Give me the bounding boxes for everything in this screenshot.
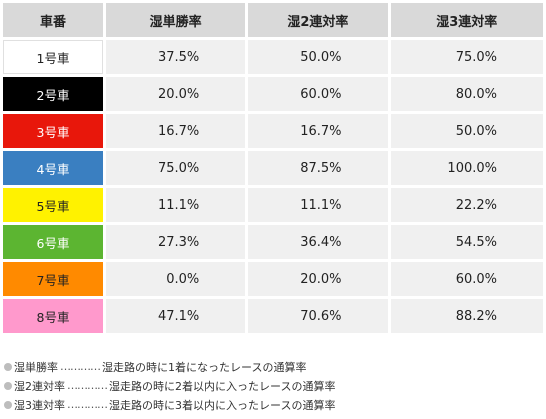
legend-leader-dots: ………… (67, 398, 108, 411)
win-rate-cell: 47.1% (106, 299, 246, 333)
bullet-icon (4, 400, 12, 409)
trio-rate-cell: 50.0% (390, 114, 543, 148)
table-row: 8号車 47.1% 70.6% 88.2% (3, 299, 543, 333)
car-number-cell: 1号車 (3, 40, 103, 74)
legend-leader-dots: ………… (67, 379, 108, 392)
win-rate-cell: 11.1% (106, 188, 246, 222)
car-number-cell: 6号車 (3, 225, 103, 259)
trio-rate-cell: 60.0% (390, 262, 543, 296)
trio-rate-cell: 88.2% (390, 299, 543, 333)
legend: 湿単勝率………… 湿走路の時に1着になったレースの通算率 湿2連対率………… 湿走路の… (4, 357, 335, 414)
header-win-rate: 湿単勝率 (106, 3, 246, 37)
header-car-number: 車番 (3, 3, 103, 37)
win-rate-cell: 16.7% (106, 114, 246, 148)
table-row: 1号車 37.5% 50.0% 75.0% (3, 40, 543, 74)
table-row: 7号車 0.0% 20.0% 60.0% (3, 262, 543, 296)
table-row: 4号車 75.0% 87.5% 100.0% (3, 151, 543, 185)
quinella-rate-cell: 87.5% (248, 151, 388, 185)
win-rate-cell: 0.0% (106, 262, 246, 296)
legend-term: 湿2連対率 (14, 379, 65, 393)
wet-track-stats-table: 車番 湿単勝率 湿2連対率 湿3連対率 1号車 37.5% 50.0% 75.0% 2号… (3, 3, 543, 333)
car-number-cell: 8号車 (3, 299, 103, 333)
car-number-cell: 3号車 (3, 114, 103, 148)
win-rate-cell: 75.0% (106, 151, 246, 185)
header-quinella-rate: 湿2連対率 (248, 3, 388, 37)
legend-description: 湿走路の時に1着になったレースの通算率 (102, 360, 307, 374)
trio-rate-cell: 100.0% (390, 151, 543, 185)
legend-description: 湿走路の時に3着以内に入ったレースの通算率 (109, 398, 336, 412)
bullet-icon (4, 362, 12, 371)
trio-rate-cell: 75.0% (390, 40, 543, 74)
win-rate-cell: 20.0% (106, 77, 246, 111)
car-number-cell: 5号車 (3, 188, 103, 222)
legend-item: 湿2連対率………… 湿走路の時に2着以内に入ったレースの通算率 (4, 376, 335, 395)
legend-description: 湿走路の時に2着以内に入ったレースの通算率 (109, 379, 336, 393)
legend-term: 湿3連対率 (14, 398, 65, 412)
header-trio-rate: 湿3連対率 (390, 3, 543, 37)
quinella-rate-cell: 16.7% (248, 114, 388, 148)
legend-leader-dots: ………… (60, 360, 101, 373)
trio-rate-cell: 22.2% (390, 188, 543, 222)
quinella-rate-cell: 20.0% (248, 262, 388, 296)
legend-item: 湿単勝率………… 湿走路の時に1着になったレースの通算率 (4, 357, 335, 376)
car-number-cell: 7号車 (3, 262, 103, 296)
table-row: 2号車 20.0% 60.0% 80.0% (3, 77, 543, 111)
car-number-cell: 4号車 (3, 151, 103, 185)
legend-item: 湿3連対率………… 湿走路の時に3着以内に入ったレースの通算率 (4, 395, 335, 414)
win-rate-cell: 37.5% (106, 40, 246, 74)
trio-rate-cell: 54.5% (390, 225, 543, 259)
quinella-rate-cell: 70.6% (248, 299, 388, 333)
table-row: 5号車 11.1% 11.1% 22.2% (3, 188, 543, 222)
quinella-rate-cell: 50.0% (248, 40, 388, 74)
quinella-rate-cell: 11.1% (248, 188, 388, 222)
table-row: 3号車 16.7% 16.7% 50.0% (3, 114, 543, 148)
quinella-rate-cell: 36.4% (248, 225, 388, 259)
bullet-icon (4, 381, 12, 390)
quinella-rate-cell: 60.0% (248, 77, 388, 111)
trio-rate-cell: 80.0% (390, 77, 543, 111)
win-rate-cell: 27.3% (106, 225, 246, 259)
car-number-cell: 2号車 (3, 77, 103, 111)
table-header-row: 車番 湿単勝率 湿2連対率 湿3連対率 (3, 3, 543, 37)
legend-term: 湿単勝率 (14, 360, 58, 374)
table-row: 6号車 27.3% 36.4% 54.5% (3, 225, 543, 259)
